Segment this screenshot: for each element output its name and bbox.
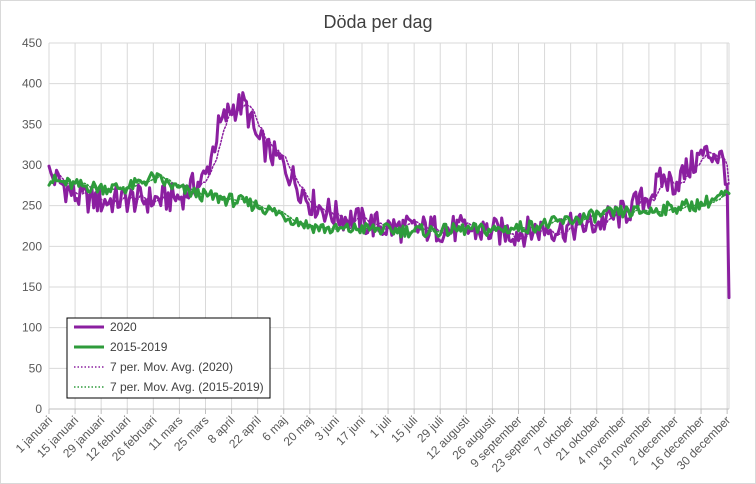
legend-label: 2020 (110, 320, 137, 334)
y-tick-label: 200 (22, 239, 42, 253)
y-tick-label: 400 (22, 77, 42, 91)
y-tick-label: 150 (22, 280, 42, 294)
y-tick-label: 100 (22, 321, 42, 335)
legend: 2020 2015-2019 7 per. Mov. Avg. (2020) 7 pe… (66, 317, 271, 399)
series-layer (47, 91, 731, 300)
chart-title: Döda per dag (323, 12, 432, 32)
y-tick-label: 50 (29, 361, 43, 375)
legend-label: 2015-2019 (110, 340, 168, 354)
y-tick-label: 300 (22, 158, 42, 172)
legend-box (66, 317, 271, 399)
series-line-2015-2019 (47, 171, 731, 239)
y-tick-label: 250 (22, 199, 42, 213)
legend-label: 7 per. Mov. Avg. (2020) (110, 360, 233, 374)
y-tick-label: 350 (22, 117, 42, 131)
y-axis: 0 50 100 150 200 250 300 350 400 450 (22, 36, 42, 416)
legend-label: 7 per. Mov. Avg. (2015-2019) (110, 380, 264, 394)
y-tick-label: 0 (35, 402, 42, 416)
y-tick-label: 450 (22, 36, 42, 50)
